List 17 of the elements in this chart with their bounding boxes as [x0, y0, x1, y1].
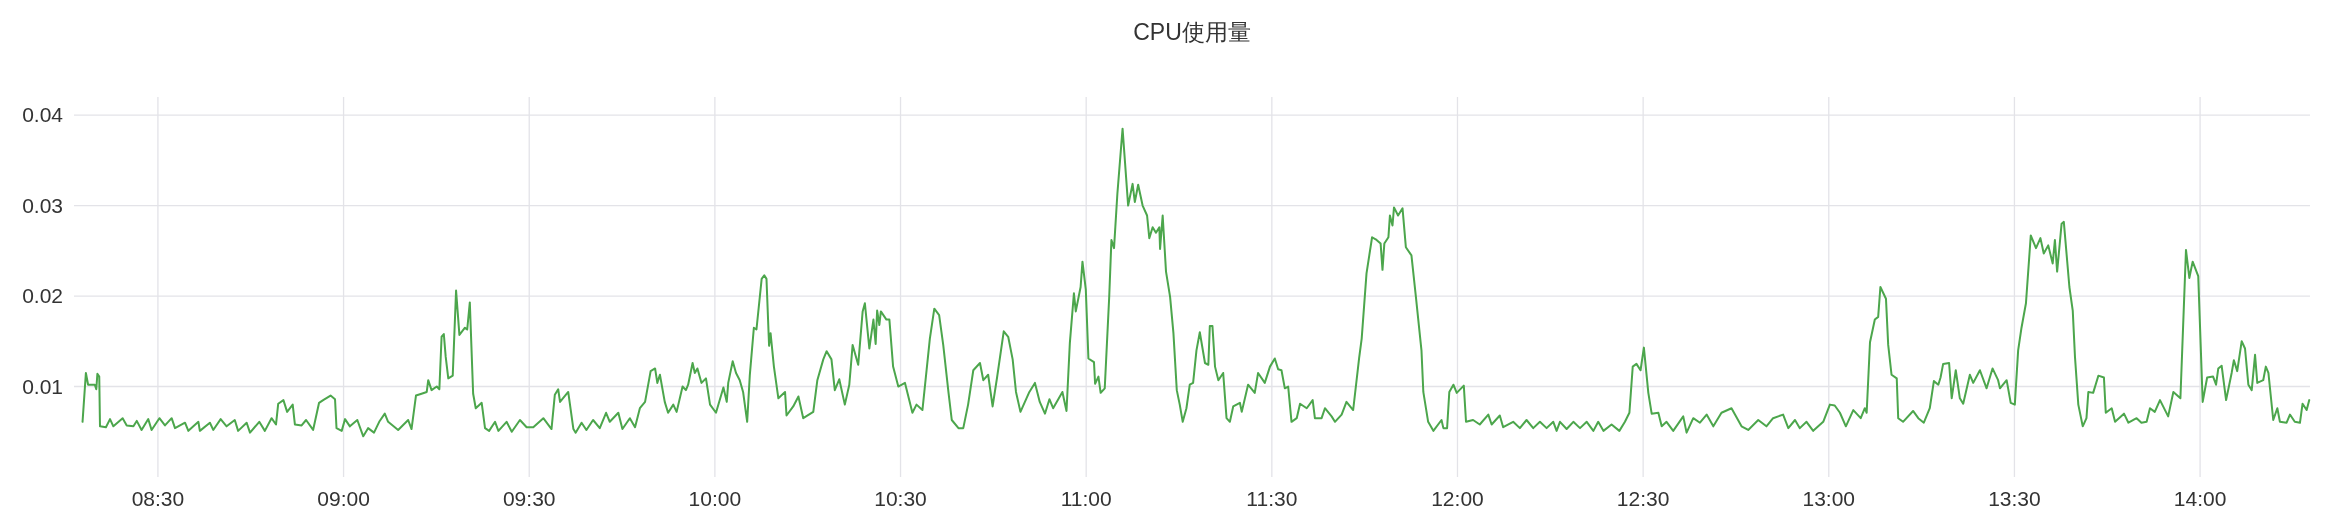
x-tick-label: 08:30 — [131, 487, 185, 510]
x-tick-label: 11:30 — [1246, 487, 1298, 510]
x-tick-label: 14:00 — [2173, 487, 2227, 510]
x-tick-label: 10:00 — [688, 487, 742, 510]
x-tick-label: 09:00 — [317, 487, 370, 510]
x-tick-label: 11:00 — [1060, 487, 1112, 510]
y-tick-label: 0.03 — [22, 193, 63, 217]
x-tick-label: 12:00 — [1431, 487, 1484, 510]
y-tick-label: 0.04 — [22, 103, 64, 127]
y-tick-label: 0.02 — [22, 284, 63, 308]
x-tick-label: 13:30 — [1988, 487, 2041, 510]
x-tick-label: 12:30 — [1616, 487, 1670, 510]
y-tick-label: 0.01 — [22, 374, 63, 398]
x-tick-label: 10:30 — [874, 487, 927, 510]
chart-title: CPU使用量 — [1133, 19, 1251, 45]
x-tick-label: 13:00 — [1802, 487, 1856, 510]
x-tick-label: 09:30 — [502, 487, 556, 510]
